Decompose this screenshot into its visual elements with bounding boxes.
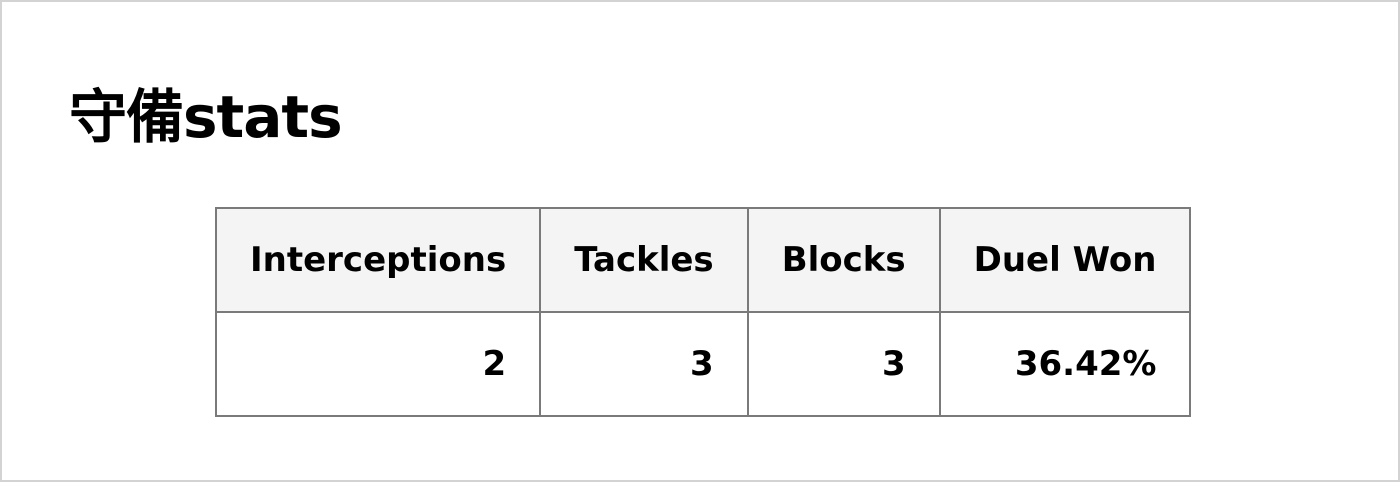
cell-duel-won: 36.42%: [938, 311, 1192, 417]
cell-interceptions: 2: [214, 311, 542, 417]
cell-blocks: 3: [746, 311, 941, 417]
header-tackles: Tackles: [539, 207, 749, 313]
header-row: Interceptions Tackles Blocks Duel Won: [214, 207, 1192, 313]
page-title: 守備stats: [69, 83, 343, 151]
header-interceptions: Interceptions: [214, 207, 542, 313]
table-header: Interceptions Tackles Blocks Duel Won: [214, 207, 1192, 313]
table-body: 2 3 3 36.42%: [214, 311, 1192, 417]
defense-stats-table: Interceptions Tackles Blocks Duel Won 2 …: [214, 207, 1192, 417]
cell-tackles: 3: [539, 311, 749, 417]
header-blocks: Blocks: [746, 207, 941, 313]
table-row: 2 3 3 36.42%: [214, 311, 1192, 417]
header-duel-won: Duel Won: [938, 207, 1192, 313]
